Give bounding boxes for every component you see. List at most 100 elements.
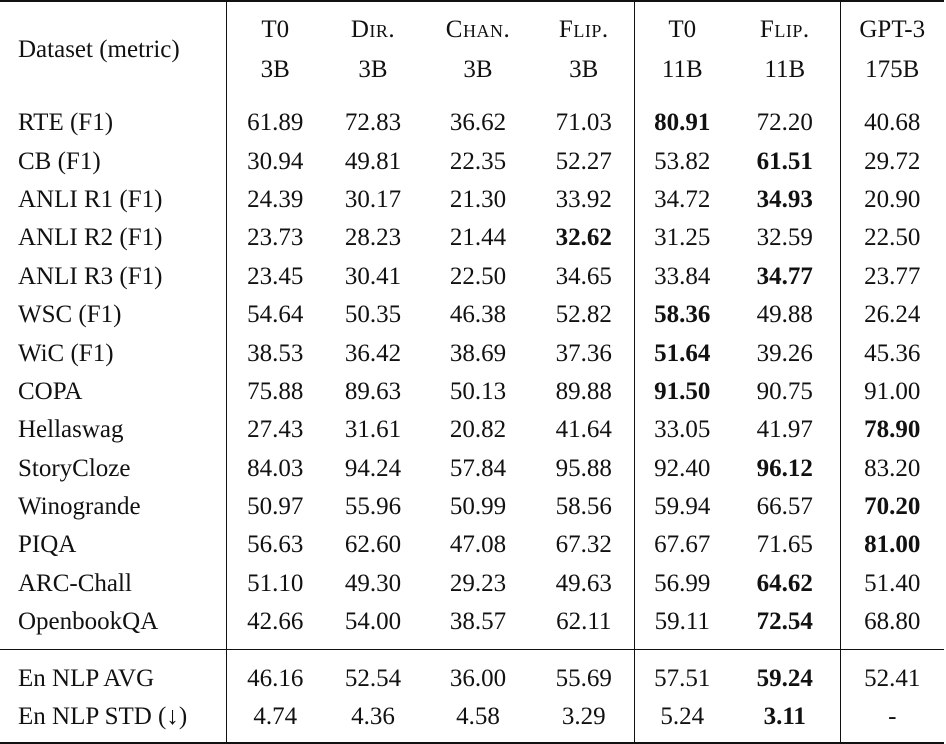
dataset-name-cell: CB (F1) — [0, 142, 227, 181]
dataset-name-cell: Hellaswag — [0, 411, 227, 450]
score-cell: 54.00 — [344, 608, 402, 636]
score-cell: 23.73 — [247, 224, 304, 252]
column-header-name: T0 — [634, 0, 730, 50]
score-cell: 53.82 — [654, 147, 711, 175]
score-cell: 61.89 — [247, 109, 304, 137]
score-cell: 67.67 — [654, 531, 711, 559]
score-cell: 67.32 — [534, 526, 635, 565]
table-row: CB (F1) 30.94 49.81 22.35 52.27 53.82 61.51 29.… — [0, 142, 944, 181]
score-cell: 39.26 — [730, 334, 841, 373]
dataset-name-cell: En NLP STD (↓) — [0, 698, 227, 744]
score-cell: 26.24 — [864, 301, 921, 329]
dataset-name-cell: WSC (F1) — [0, 295, 227, 335]
score-cell: 83.20 — [864, 454, 921, 482]
score-cell: 41.64 — [534, 411, 635, 450]
table-row: StoryCloze 84.03 94.24 57.84 95.88 92.40 96.12… — [0, 449, 944, 488]
score-cell: 91.00 — [864, 377, 921, 405]
score-cell: 58.56 — [534, 487, 635, 527]
table-row: PIQA 56.63 62.60 47.08 67.32 67.67 71.65 81.00 — [0, 526, 944, 565]
score-cell: - — [840, 698, 944, 744]
column-header-name: Flip. — [730, 0, 841, 50]
score-cell: 59.94 — [654, 493, 711, 521]
score-cell: 95.88 — [534, 449, 635, 488]
score-cell: 22.50 — [449, 262, 507, 290]
score-cell: 21.30 — [449, 185, 507, 213]
dataset-name-cell: Winogrande — [0, 487, 227, 527]
score-cell: 55.96 — [344, 493, 402, 521]
score-cell: 57.84 — [449, 454, 507, 482]
score-cell: 47.08 — [449, 531, 507, 559]
score-cell: 46.38 — [449, 301, 507, 329]
score-cell: 4.36 — [324, 698, 422, 744]
dataset-name-cell: ANLI R3 (F1) — [0, 257, 227, 296]
score-cell: 29.23 — [449, 569, 507, 597]
best-score-cell: 96.12 — [730, 449, 841, 488]
score-cell: 22.35 — [449, 147, 507, 175]
dataset-name-cell: OpenbookQA — [0, 603, 227, 650]
score-cell: 52.82 — [534, 295, 635, 335]
column-header-name: Flip. — [534, 0, 635, 50]
best-score-cell: 91.50 — [654, 377, 711, 405]
score-cell: 42.66 — [247, 608, 304, 636]
score-cell: 38.57 — [449, 608, 507, 636]
column-header-size: 3B — [534, 50, 635, 90]
table-summary: En NLP AVG 46.16 52.54 36.00 55.69 57.51 59.24… — [0, 649, 944, 744]
table-row: WSC (F1) 54.64 50.35 46.38 52.82 58.36 49.88 26… — [0, 295, 944, 335]
score-cell: 71.65 — [730, 526, 841, 565]
column-header-name: Chan. — [422, 0, 534, 50]
dataset-name-cell: ANLI R1 (F1) — [0, 180, 227, 220]
best-score-cell: 81.00 — [864, 531, 921, 559]
score-cell: 3.29 — [534, 698, 635, 744]
best-score-cell: 32.62 — [534, 219, 635, 258]
score-cell: 54.64 — [247, 301, 304, 329]
score-cell: 5.24 — [634, 698, 730, 744]
best-score-cell: 64.62 — [730, 564, 841, 604]
score-cell: 49.63 — [534, 564, 635, 604]
table-row: ANLI R2 (F1) 23.73 28.23 21.44 32.62 31.25 32.… — [0, 219, 944, 258]
best-score-cell: 3.11 — [730, 698, 841, 744]
score-cell: 28.23 — [344, 224, 402, 252]
score-cell: 20.90 — [864, 185, 921, 213]
dataset-name-cell: COPA — [0, 372, 227, 412]
table-row: Winogrande 50.97 55.96 50.99 58.56 59.94 66.57… — [0, 487, 944, 527]
score-cell: 36.00 — [422, 649, 534, 699]
score-cell: 51.40 — [864, 569, 921, 597]
score-cell: 49.88 — [730, 295, 841, 335]
score-cell: 4.74 — [226, 698, 324, 744]
score-cell: 4.58 — [422, 698, 534, 744]
score-cell: 37.36 — [534, 334, 635, 373]
best-score-cell: 58.36 — [654, 301, 711, 329]
score-cell: 49.30 — [344, 569, 402, 597]
column-header-size: 11B — [661, 56, 703, 83]
score-cell: 52.54 — [324, 649, 422, 699]
score-cell: 31.61 — [344, 416, 402, 444]
score-cell: 55.69 — [534, 649, 635, 699]
table-row: RTE (F1) 61.89 72.83 36.62 71.03 80.91 72.20 40… — [0, 90, 944, 143]
table-body: RTE (F1) 61.89 72.83 36.62 71.03 80.91 72.20 40… — [0, 90, 944, 650]
score-cell: 57.51 — [634, 649, 730, 699]
column-header-size: 3B — [260, 56, 290, 83]
score-cell: 94.24 — [344, 454, 402, 482]
score-cell: 33.05 — [654, 416, 711, 444]
column-header-name: T0 — [226, 0, 324, 50]
best-score-cell: 72.54 — [730, 603, 841, 650]
score-cell: 20.82 — [449, 416, 507, 444]
score-cell: 68.80 — [864, 608, 921, 636]
score-cell: 30.94 — [247, 147, 304, 175]
score-cell: 90.75 — [730, 372, 841, 412]
score-cell: 92.40 — [654, 454, 711, 482]
table-header: Dataset (metric) T0 Dir. Chan. Flip. T0 … — [0, 0, 944, 90]
score-cell: 33.84 — [654, 262, 711, 290]
dataset-name-cell: ARC-Chall — [0, 564, 227, 604]
score-cell: 36.42 — [344, 339, 402, 367]
score-cell: 45.36 — [864, 339, 921, 367]
column-header-size: 11B — [730, 50, 841, 90]
score-cell: 52.41 — [840, 649, 944, 699]
score-cell: 29.72 — [864, 147, 921, 175]
score-cell: 23.77 — [864, 262, 921, 290]
table-row: ARC-Chall 51.10 49.30 29.23 49.63 56.99 64.62 5… — [0, 564, 944, 604]
score-cell: 41.97 — [730, 411, 841, 450]
score-cell: 56.99 — [654, 569, 711, 597]
